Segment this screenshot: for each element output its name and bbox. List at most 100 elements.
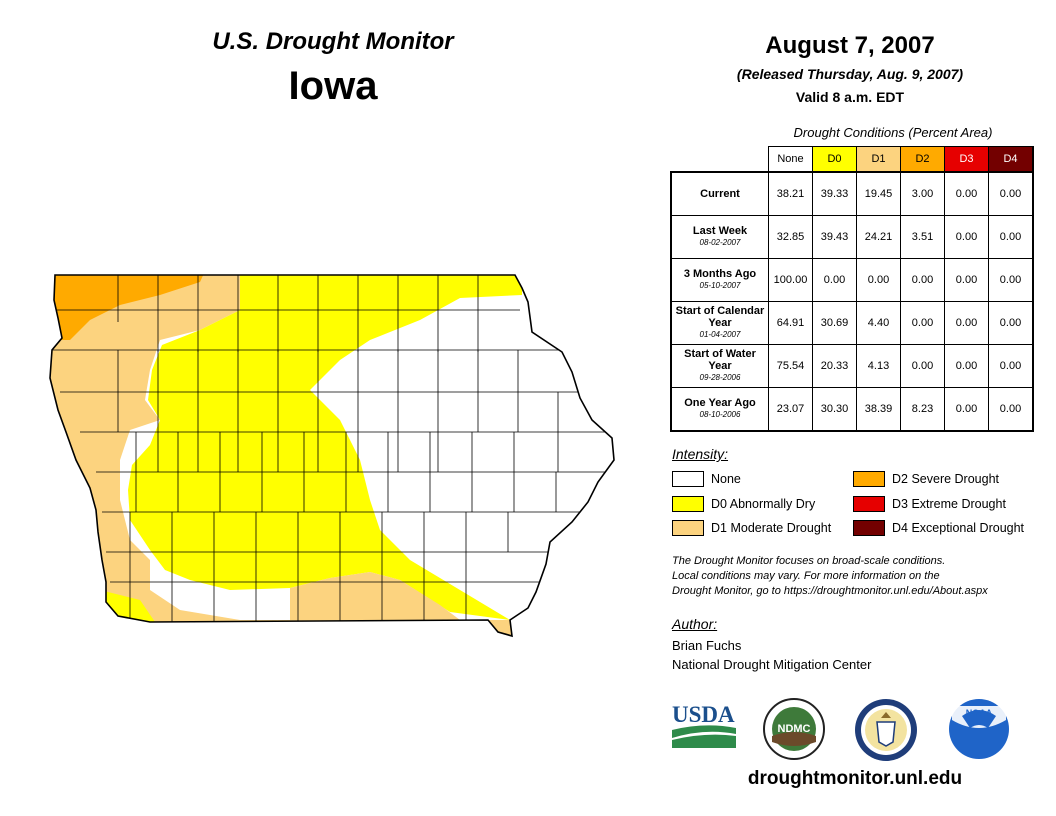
legend-item-d3: D3 Extreme Drought <box>853 496 1006 512</box>
legend-swatch-d2 <box>853 471 885 487</box>
table-cell: 0.00 <box>988 171 1034 216</box>
row-header: Start of Calendar Year 01-04-2007 <box>670 301 769 345</box>
row-header: Current <box>670 171 769 216</box>
table-cell: 4.40 <box>856 301 901 345</box>
row-header: 3 Months Ago 05-10-2007 <box>670 258 769 302</box>
table-cell: 0.00 <box>944 215 989 259</box>
row-header: One Year Ago 08-10-2006 <box>670 387 769 432</box>
table-cell: 39.33 <box>812 171 857 216</box>
legend-label: None <box>711 472 741 486</box>
author-title: Author: <box>672 616 718 632</box>
col-header-d0: D0 <box>812 146 857 173</box>
table-cell: 24.21 <box>856 215 901 259</box>
table-cell: 64.91 <box>768 301 813 345</box>
county-boundaries <box>52 275 612 622</box>
table-cell: 3.00 <box>900 171 945 216</box>
row-label: One Year Ago <box>684 397 756 409</box>
table-cell: 23.07 <box>768 387 813 432</box>
table-cell: 3.51 <box>900 215 945 259</box>
row-label: Last Week <box>692 225 748 237</box>
author-organization: National Drought Mitigation Center <box>672 657 872 672</box>
iowa-drought-map <box>49 274 615 638</box>
table-cell: 75.54 <box>768 344 813 388</box>
table-cell: 0.00 <box>988 215 1034 259</box>
usda-logo: USDA <box>672 702 736 748</box>
legend-title: Intensity: <box>672 446 729 462</box>
table-cell: 0.00 <box>988 387 1034 432</box>
table-cell: 38.39 <box>856 387 901 432</box>
legend-item-d0: D0 Abnormally Dry <box>672 496 815 512</box>
table-cell: 0.00 <box>812 258 857 302</box>
table-cell: 32.85 <box>768 215 813 259</box>
ndmc-logo-text: NDMC <box>778 723 811 735</box>
table-row: Start of Water Year 09-28-2006 75.54 20.33 4… <box>670 344 1034 388</box>
legend-item-d4: D4 Exceptional Drought <box>853 520 1024 536</box>
table-cell: 0.00 <box>944 171 989 216</box>
table-cell: 0.00 <box>856 258 901 302</box>
note-line: Drought Monitor, go to https://droughtmo… <box>672 585 988 597</box>
table-cell: 20.33 <box>812 344 857 388</box>
table-cell: 0.00 <box>944 344 989 388</box>
legend-item-d1: D1 Moderate Drought <box>672 520 831 536</box>
table-cell: 0.00 <box>944 258 989 302</box>
row-header: Last Week 08-02-2007 <box>670 215 769 259</box>
legend-swatch-none <box>672 471 704 487</box>
table-cell: 0.00 <box>988 344 1034 388</box>
table-row: One Year Ago 08-10-2006 23.07 30.30 38.39 8.2… <box>670 387 1034 432</box>
table-cell: 8.23 <box>900 387 945 432</box>
col-header-none: None <box>768 146 813 173</box>
legend-swatch-d1 <box>672 520 704 536</box>
drought-d1-south-pocket <box>290 572 460 622</box>
legend-label: D3 Extreme Drought <box>892 497 1006 511</box>
disclaimer-note: The Drought Monitor focuses on broad-sca… <box>672 554 1042 599</box>
row-label: Start of Water Year <box>684 348 756 372</box>
col-header-d4: D4 <box>988 146 1034 173</box>
noaa-logo-text: NOAA <box>966 708 993 718</box>
row-date: 01-04-2007 <box>699 330 741 339</box>
table-row: Start of Calendar Year 01-04-2007 64.91 30.… <box>670 301 1034 345</box>
legend-label: D0 Abnormally Dry <box>711 497 816 511</box>
row-label: Start of Calendar Year <box>675 305 765 329</box>
col-header-d1: D1 <box>856 146 901 173</box>
table-cell: 0.00 <box>944 387 989 432</box>
legend-item-d2: D2 Severe Drought <box>853 471 999 487</box>
table-cell: 0.00 <box>900 344 945 388</box>
author-name: Brian Fuchs <box>672 638 742 653</box>
state-name: Iowa <box>288 64 378 108</box>
col-header-d3: D3 <box>944 146 989 173</box>
note-line: The Drought Monitor focuses on broad-sca… <box>672 555 946 567</box>
noaa-logo: NOAA <box>949 699 1009 759</box>
table-cell: 0.00 <box>988 301 1034 345</box>
legend-label: D1 Moderate Drought <box>711 521 832 535</box>
table-corner <box>671 147 769 173</box>
table-cell: 0.00 <box>900 301 945 345</box>
table-cell: 4.13 <box>856 344 901 388</box>
row-date: 05-10-2007 <box>699 281 741 290</box>
table-row: Last Week 08-02-2007 32.85 39.43 24.21 3.51 0.… <box>670 215 1034 259</box>
valid-time: Valid 8 a.m. EDT <box>795 89 905 105</box>
table-cell: 30.30 <box>812 387 857 432</box>
row-header: Start of Water Year 09-28-2006 <box>670 344 769 388</box>
col-header-d2: D2 <box>900 146 945 173</box>
table-cell: 30.69 <box>812 301 857 345</box>
table-row: 3 Months Ago 05-10-2007 100.00 0.00 0.00 0.00… <box>670 258 1034 302</box>
table-cell: 0.00 <box>944 301 989 345</box>
table-cell: 0.00 <box>988 258 1034 302</box>
map-title: U.S. Drought Monitor <box>212 28 454 55</box>
legend-label: D2 Severe Drought <box>892 472 1000 486</box>
drought-d2-area <box>50 275 210 340</box>
table-header-row: None D0 D1 D2 D3 D4 <box>671 146 1034 173</box>
usda-logo-field <box>672 734 736 748</box>
website-link[interactable]: droughtmonitor.unl.edu <box>747 768 963 789</box>
table-caption: Drought Conditions (Percent Area) <box>793 125 993 140</box>
map-date: August 7, 2007 <box>765 32 935 59</box>
row-label: Current <box>700 188 740 200</box>
usda-logo-text: USDA <box>672 702 735 727</box>
note-line: Local conditions may vary. For more info… <box>672 570 940 582</box>
table-cell: 0.00 <box>900 258 945 302</box>
row-date: 09-28-2006 <box>699 373 741 382</box>
table-cell: 38.21 <box>768 171 813 216</box>
row-date: 08-10-2006 <box>699 410 741 419</box>
state-outline <box>49 274 615 638</box>
drought-conditions-table: None D0 D1 D2 D3 D4 Current 38.21 39.33 19.… <box>670 146 1034 432</box>
